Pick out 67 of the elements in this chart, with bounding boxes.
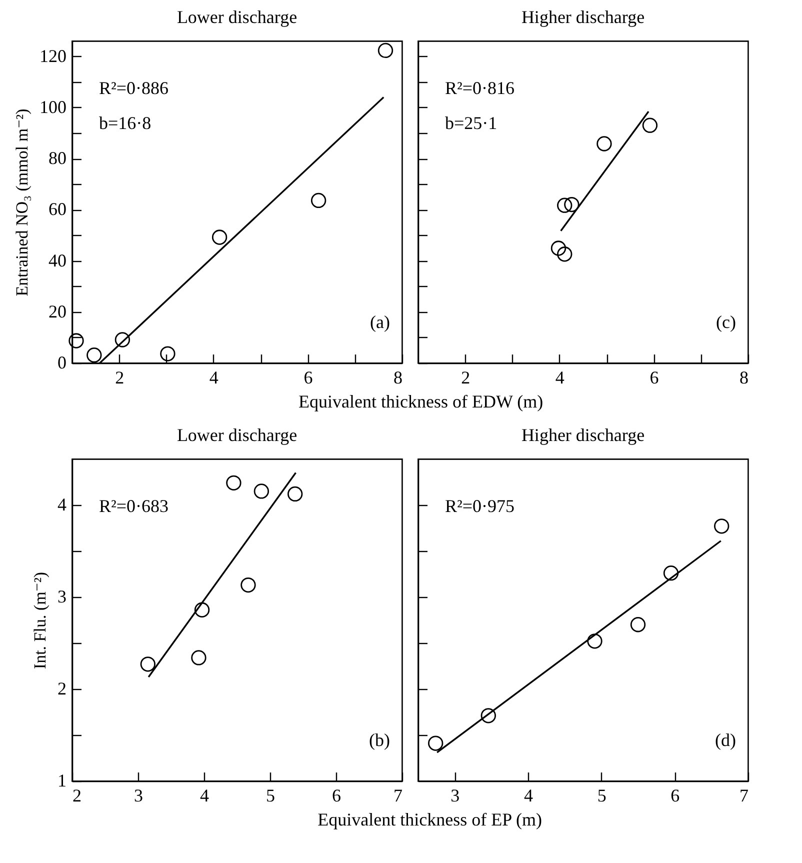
annotation: b=16·8 xyxy=(99,113,152,133)
x-tick-label: 2 xyxy=(461,368,470,388)
point xyxy=(642,118,658,133)
x-axis-title: Equivalent thickness of EP (m) xyxy=(318,810,542,830)
annotation: (a) xyxy=(370,312,390,332)
y-tick-label: 40 xyxy=(48,250,66,270)
y-tick-label: 80 xyxy=(48,148,66,168)
x-tick-label: 4 xyxy=(209,368,218,388)
point xyxy=(114,332,130,348)
chart-title: Higher discharge xyxy=(521,7,645,27)
x-tick-label: 7 xyxy=(740,786,748,806)
point xyxy=(587,634,602,649)
y-tick-label: 2 xyxy=(58,678,66,698)
chart-title: Lower discharge xyxy=(176,425,298,445)
point xyxy=(550,240,566,256)
y-axis-title: Int. Flu. (m⁻²) xyxy=(30,572,50,670)
point xyxy=(714,518,730,534)
annotation: R²=0·683 xyxy=(99,496,169,516)
y-tick-label: 120 xyxy=(40,46,66,66)
point xyxy=(212,230,228,245)
point xyxy=(378,42,394,58)
annotation: (c) xyxy=(716,312,736,332)
x-tick-label: 5 xyxy=(597,786,606,806)
point xyxy=(630,617,646,632)
annotation: R²=0·816 xyxy=(445,78,515,98)
annotation: (d) xyxy=(715,730,736,750)
point xyxy=(663,566,679,581)
x-tick-label: 3 xyxy=(450,786,460,806)
point xyxy=(428,736,444,751)
x-tick-label: 7 xyxy=(394,786,402,806)
annotation: R²=0·975 xyxy=(445,496,515,516)
x-tick-label: 6 xyxy=(650,368,659,388)
x-tick-label: 5 xyxy=(266,786,275,806)
point xyxy=(596,136,612,152)
annotation: b=25·1 xyxy=(445,113,498,133)
x-axis-title: Equivalent thickness of EDW (m) xyxy=(298,392,544,412)
y-tick-label: 60 xyxy=(48,199,66,220)
x-tick-label: 6 xyxy=(670,786,680,806)
y-tick-label: 4 xyxy=(58,494,66,514)
x-tick-label: 6 xyxy=(304,368,313,388)
annotation: (b) xyxy=(369,730,390,750)
point xyxy=(68,333,84,348)
x-tick-label: 8 xyxy=(394,368,402,388)
x-tick-label: 4 xyxy=(555,368,564,388)
x-tick-label: 3 xyxy=(134,786,143,806)
point xyxy=(86,348,102,363)
annotation: R²=0·886 xyxy=(99,78,169,98)
point xyxy=(564,196,580,212)
x-tick-label: 4 xyxy=(200,786,209,806)
point xyxy=(557,246,572,262)
point xyxy=(310,192,326,208)
x-tick-label: 4 xyxy=(524,786,533,806)
y-tick-label: 1 xyxy=(58,770,66,790)
y-axis-title: Entrained NO₃ (mmol m⁻²) xyxy=(12,108,32,296)
y-tick-label: 0 xyxy=(58,352,66,372)
y-tick-label: 20 xyxy=(48,301,66,322)
y-tick-label: 3 xyxy=(58,586,66,606)
x-tick-label: 6 xyxy=(332,786,341,806)
y-tick-label: 100 xyxy=(40,96,66,117)
x-tick-label: 8 xyxy=(740,368,748,388)
point xyxy=(557,198,572,213)
chart-title: Higher discharge xyxy=(521,425,645,445)
x-tick-label: 2 xyxy=(72,786,82,806)
point xyxy=(160,346,176,362)
point xyxy=(480,708,496,724)
x-tick-label: 2 xyxy=(115,368,124,388)
chart-title: Lower discharge xyxy=(176,6,298,27)
